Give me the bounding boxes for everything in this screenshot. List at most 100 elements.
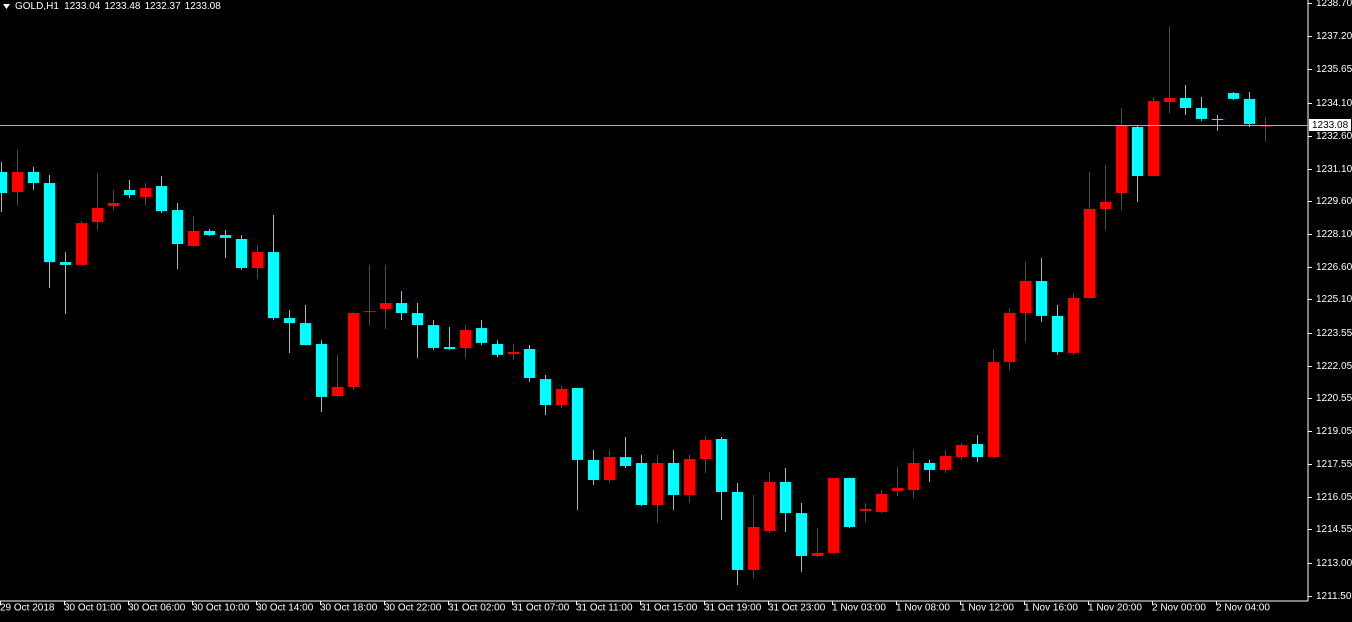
- candle-body: [716, 438, 727, 492]
- x-tick-label: 30 Oct 18:00: [320, 603, 378, 614]
- candle-body: [0, 171, 7, 194]
- x-tick-label: 30 Oct 06:00: [128, 603, 186, 614]
- candle-body: [332, 386, 343, 397]
- candle-body: [1148, 101, 1159, 177]
- x-tick-label: 1 Nov 08:00: [896, 603, 950, 614]
- y-tick-label: 1217.55: [1316, 459, 1352, 470]
- candle-body: [1036, 281, 1047, 316]
- x-tick-label: 30 Oct 14:00: [256, 603, 314, 614]
- y-tick-label: 1235.65: [1316, 64, 1352, 75]
- candle-body: [540, 379, 551, 406]
- plot-area: [0, 27, 1271, 585]
- candle-body: [988, 362, 999, 458]
- y-tick-label: 1211.50: [1316, 591, 1352, 602]
- candle-body: [876, 493, 887, 512]
- candle-body: [764, 481, 775, 531]
- candle-body: [204, 230, 215, 236]
- candle-body: [412, 313, 423, 326]
- candle-body: [844, 477, 855, 528]
- x-tick-label: 1 Nov 12:00: [960, 603, 1014, 614]
- candle-body: [700, 440, 711, 460]
- header-high: 1233.48: [104, 1, 141, 12]
- candle-body: [940, 455, 951, 470]
- candle-body: [348, 313, 359, 387]
- x-tick-label: 31 Oct 07:00: [512, 603, 570, 614]
- x-tick-label: 1 Nov 16:00: [1024, 603, 1078, 614]
- candle-body: [604, 457, 615, 480]
- candle-body: [1244, 98, 1255, 124]
- candle-body: [956, 445, 967, 458]
- candle-body: [524, 349, 535, 378]
- y-tick-label: 1228.10: [1316, 229, 1352, 240]
- chart-header: GOLD,H1 1233.04 1233.48 1232.37 1233.08: [15, 1, 221, 12]
- candle-body: [1052, 315, 1063, 353]
- candle-body: [1116, 125, 1127, 194]
- y-tick-label: 1226.60: [1316, 262, 1352, 273]
- y-tick-label: 1232.60: [1316, 131, 1352, 142]
- x-tick-label: 31 Oct 11:00: [576, 603, 633, 614]
- candle-body: [748, 527, 759, 570]
- y-tick-label: 1238.70: [1316, 0, 1352, 9]
- candle-body: [732, 491, 743, 570]
- candle-body: [380, 303, 391, 309]
- candle-body: [396, 303, 407, 314]
- candle-body: [300, 323, 311, 346]
- candle-body: [60, 262, 71, 265]
- candle-body: [428, 325, 439, 348]
- candle-body: [908, 462, 919, 490]
- x-tick-label: 31 Oct 19:00: [704, 603, 762, 614]
- candle-body: [1004, 313, 1015, 363]
- candle-body: [44, 183, 55, 263]
- candle-body: [892, 488, 903, 492]
- candle-body: [1068, 298, 1079, 353]
- y-tick-label: 1225.10: [1316, 294, 1352, 305]
- header-open: 1233.04: [64, 1, 101, 12]
- candle-body: [284, 318, 295, 324]
- candle-body: [1020, 281, 1031, 314]
- candle-body: [780, 481, 791, 514]
- y-tick-label: 1237.20: [1316, 31, 1352, 42]
- candle-body: [28, 171, 39, 184]
- candle-body: [492, 344, 503, 355]
- candle-body: [140, 188, 151, 197]
- menu-triangle: [3, 4, 10, 9]
- header-low: 1232.37: [144, 1, 181, 12]
- x-tick-label: 31 Oct 15:00: [640, 603, 698, 614]
- candle-body: [620, 457, 631, 467]
- candle-body: [124, 189, 135, 195]
- candle-body: [316, 344, 327, 397]
- y-tick-label: 1219.05: [1316, 426, 1352, 437]
- candle-body: [1084, 208, 1095, 299]
- x-tick-label: 1 Nov 20:00: [1088, 603, 1142, 614]
- candle-body: [572, 388, 583, 460]
- candle-body: [236, 238, 247, 268]
- candle-body: [1212, 118, 1223, 121]
- candle-body: [92, 208, 103, 223]
- candle-body: [444, 347, 455, 350]
- y-tick-label: 1213.00: [1316, 558, 1352, 569]
- candle-body: [668, 462, 679, 495]
- y-tick-label: 1222.05: [1316, 361, 1352, 372]
- y-tick-label: 1234.10: [1316, 98, 1352, 109]
- y-tick-label: 1229.60: [1316, 196, 1352, 207]
- candle-body: [812, 552, 823, 556]
- candle-body: [652, 462, 663, 506]
- x-tick-label: 1 Nov 03:00: [832, 603, 886, 614]
- x-tick-label: 30 Oct 01:00: [64, 603, 122, 614]
- x-tick-label: 2 Nov 04:00: [1216, 603, 1270, 614]
- candle-body: [172, 210, 183, 245]
- x-tick-label: 2 Nov 00:00: [1152, 603, 1206, 614]
- candle-body: [860, 508, 871, 511]
- symbol: GOLD,H1: [15, 1, 59, 12]
- candle-body: [828, 477, 839, 553]
- candle-body: [156, 186, 167, 212]
- price-tag: [1309, 119, 1351, 131]
- candle-body: [364, 311, 375, 313]
- candle-body: [508, 352, 519, 355]
- y-tick-label: 1214.55: [1316, 524, 1352, 535]
- y-tick-label: 1216.05: [1316, 492, 1352, 503]
- candle-body: [252, 252, 263, 268]
- candle-body: [460, 330, 471, 348]
